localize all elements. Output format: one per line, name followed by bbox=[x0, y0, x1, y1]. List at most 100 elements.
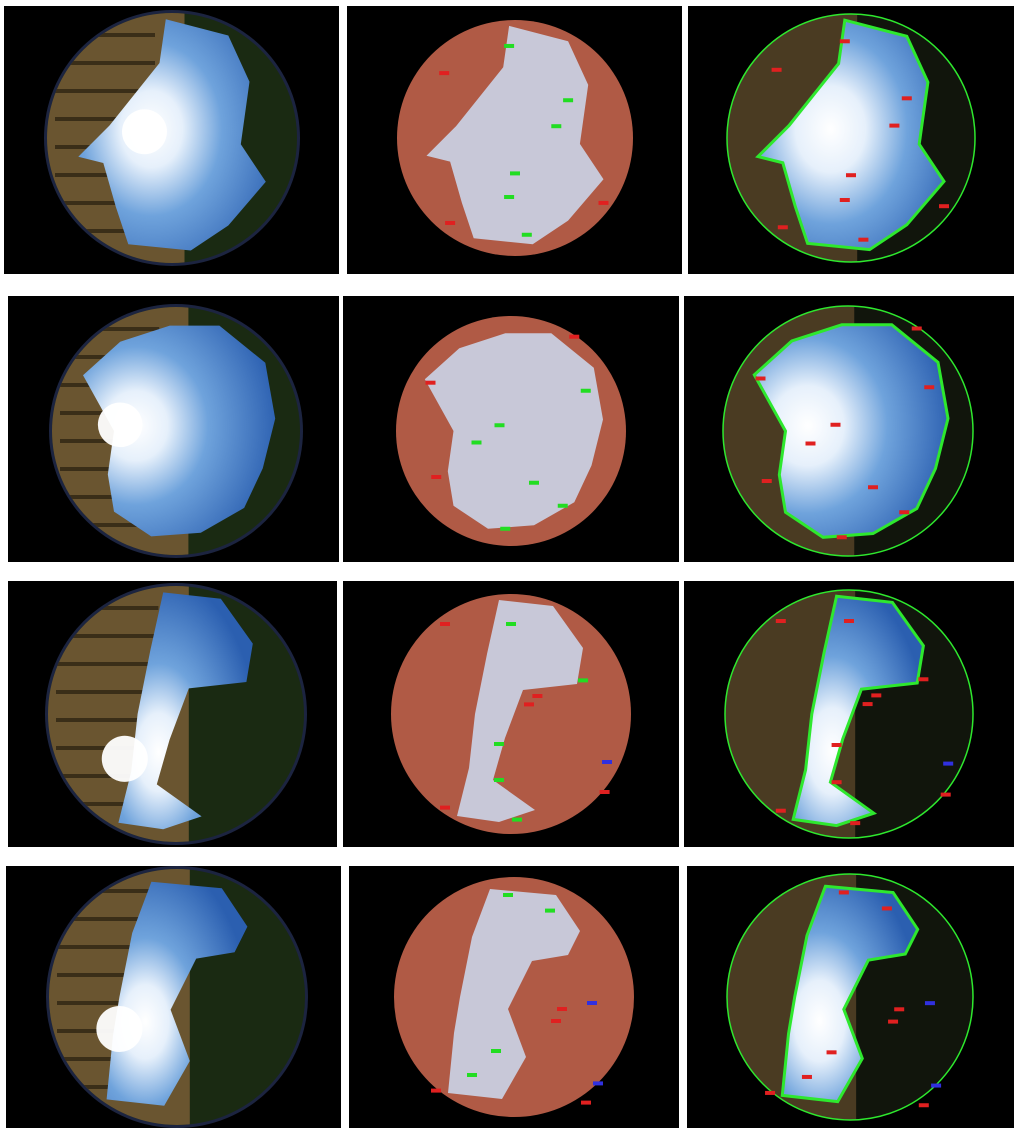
row1-mask-marker-8 bbox=[521, 232, 532, 237]
row3-overlay-marker-3 bbox=[871, 693, 882, 698]
row4-overlay-sky-outline bbox=[780, 884, 920, 1104]
row4-overlay-marker-4 bbox=[888, 1019, 899, 1024]
row4-mask-marker-1 bbox=[545, 908, 555, 913]
building-floor-line bbox=[55, 61, 155, 65]
row1-overlay-marker-8 bbox=[858, 237, 869, 242]
row4-overlay-marker-0 bbox=[838, 890, 849, 895]
row3-mask-marker-0 bbox=[440, 622, 450, 626]
row2-photo-svg bbox=[49, 304, 303, 558]
building-floor-line bbox=[56, 718, 159, 722]
row1-overlay-content bbox=[727, 14, 975, 262]
row1-mask-marker-2 bbox=[563, 98, 574, 103]
building-floor-line bbox=[56, 634, 159, 638]
building-floor-line bbox=[55, 229, 155, 233]
row4-mask-marker-4 bbox=[551, 1019, 561, 1023]
row2-overlay-marker-3 bbox=[830, 422, 841, 427]
row1-overlay-circle bbox=[726, 13, 976, 263]
row3-mask-marker-7 bbox=[494, 778, 504, 782]
building-floor-line bbox=[57, 1001, 160, 1005]
row2-photo-content bbox=[52, 307, 300, 555]
building-floor-line bbox=[55, 117, 155, 121]
row3-overlay-marker-9 bbox=[775, 808, 786, 813]
row3-mask-marker-2 bbox=[578, 678, 588, 683]
row4-overlay-marker-8 bbox=[931, 1083, 942, 1088]
row4-overlay-content bbox=[727, 874, 973, 1120]
row3-mask-marker-8 bbox=[599, 790, 610, 794]
row1-mask-marker-3 bbox=[551, 124, 562, 129]
row4-photo-svg bbox=[46, 866, 308, 1128]
row1-overlay-svg bbox=[726, 13, 976, 263]
sky-region bbox=[118, 592, 253, 830]
row2-overlay-marker-8 bbox=[836, 535, 847, 540]
building-floor-line bbox=[56, 606, 159, 610]
row1-mask-marker-1 bbox=[439, 71, 450, 76]
building-floor-line bbox=[57, 1057, 160, 1061]
row2-mask-marker-1 bbox=[425, 380, 436, 385]
building-floor-line bbox=[60, 495, 160, 499]
row3-mask-sky bbox=[457, 600, 583, 822]
row3-mask-svg bbox=[391, 594, 631, 834]
row3-overlay bbox=[684, 581, 1014, 847]
building-floor-line bbox=[56, 802, 159, 806]
row1-sky-mask bbox=[347, 6, 682, 274]
row3-overlay-marker-5 bbox=[831, 743, 842, 747]
row2-overlay bbox=[684, 296, 1014, 562]
row3-overlay-marker-0 bbox=[775, 619, 786, 623]
building-floor-line bbox=[55, 173, 155, 177]
sun-glare bbox=[97, 402, 143, 448]
row4-sky-mask bbox=[349, 866, 679, 1128]
sun-glare bbox=[122, 109, 167, 155]
row2-mask-marker-3 bbox=[494, 423, 505, 428]
row3-overlay-marker-1 bbox=[844, 619, 854, 623]
row1-mask-svg bbox=[397, 20, 633, 256]
row2-overlay-circle bbox=[722, 305, 974, 557]
row4-overlay bbox=[687, 866, 1014, 1128]
building-floor-line bbox=[57, 889, 160, 893]
row2-overlay-content bbox=[723, 306, 973, 556]
building-floor-line bbox=[55, 33, 155, 37]
sun-glare bbox=[96, 1005, 143, 1053]
row2-overlay-marker-2 bbox=[924, 385, 935, 390]
building-floor-line bbox=[60, 327, 160, 331]
row1-fisheye-photo bbox=[4, 6, 339, 274]
row4-overlay-svg bbox=[726, 873, 974, 1121]
row1-photo-svg bbox=[44, 10, 300, 266]
row1-overlay-marker-2 bbox=[901, 96, 912, 101]
row4-overlay-marker-6 bbox=[801, 1074, 812, 1079]
row2-mask-marker-4 bbox=[471, 440, 482, 445]
row4-photo-content bbox=[49, 869, 305, 1125]
row1-overlay-marker-7 bbox=[777, 225, 788, 230]
row3-overlay-marker-2 bbox=[918, 677, 929, 682]
row3-fisheye-photo bbox=[8, 581, 337, 847]
row1-overlay-marker-0 bbox=[839, 39, 850, 44]
row3-overlay-marker-10 bbox=[850, 821, 861, 826]
row4-overlay-marker-5 bbox=[826, 1050, 837, 1055]
sun-glare bbox=[101, 735, 148, 782]
row4-mask-svg bbox=[394, 877, 634, 1117]
row2-mask-marker-6 bbox=[529, 480, 539, 485]
building-floor-line bbox=[57, 973, 160, 977]
row2-mask-svg bbox=[396, 316, 626, 546]
row4-mask-marker-7 bbox=[431, 1088, 441, 1093]
row3-photo-content bbox=[48, 586, 304, 842]
row4-overlay-marker-7 bbox=[765, 1090, 776, 1095]
building-floor-line bbox=[57, 945, 160, 949]
row3-mask-marker-1 bbox=[506, 622, 516, 626]
row2-overlay-sky-outline bbox=[752, 323, 950, 539]
row1-photo-content bbox=[47, 13, 297, 263]
row4-overlay-marker-2 bbox=[924, 1001, 935, 1006]
row1-mask-marker-5 bbox=[504, 195, 515, 199]
sky-region bbox=[78, 19, 266, 251]
building-floor-line bbox=[60, 523, 160, 527]
building-floor-line bbox=[55, 89, 155, 93]
row4-mask-marker-8 bbox=[593, 1081, 603, 1086]
row2-sky-mask bbox=[343, 296, 679, 562]
row2-overlay-marker-1 bbox=[755, 376, 766, 381]
row2-mask-marker-5 bbox=[431, 475, 442, 479]
sky-region bbox=[83, 325, 276, 537]
row4-overlay-marker-3 bbox=[894, 1007, 905, 1012]
row1-mask-marker-6 bbox=[598, 200, 609, 205]
row2-fisheye-photo bbox=[8, 296, 339, 562]
building-floor-line bbox=[56, 690, 159, 694]
row1-overlay-marker-6 bbox=[939, 204, 949, 209]
